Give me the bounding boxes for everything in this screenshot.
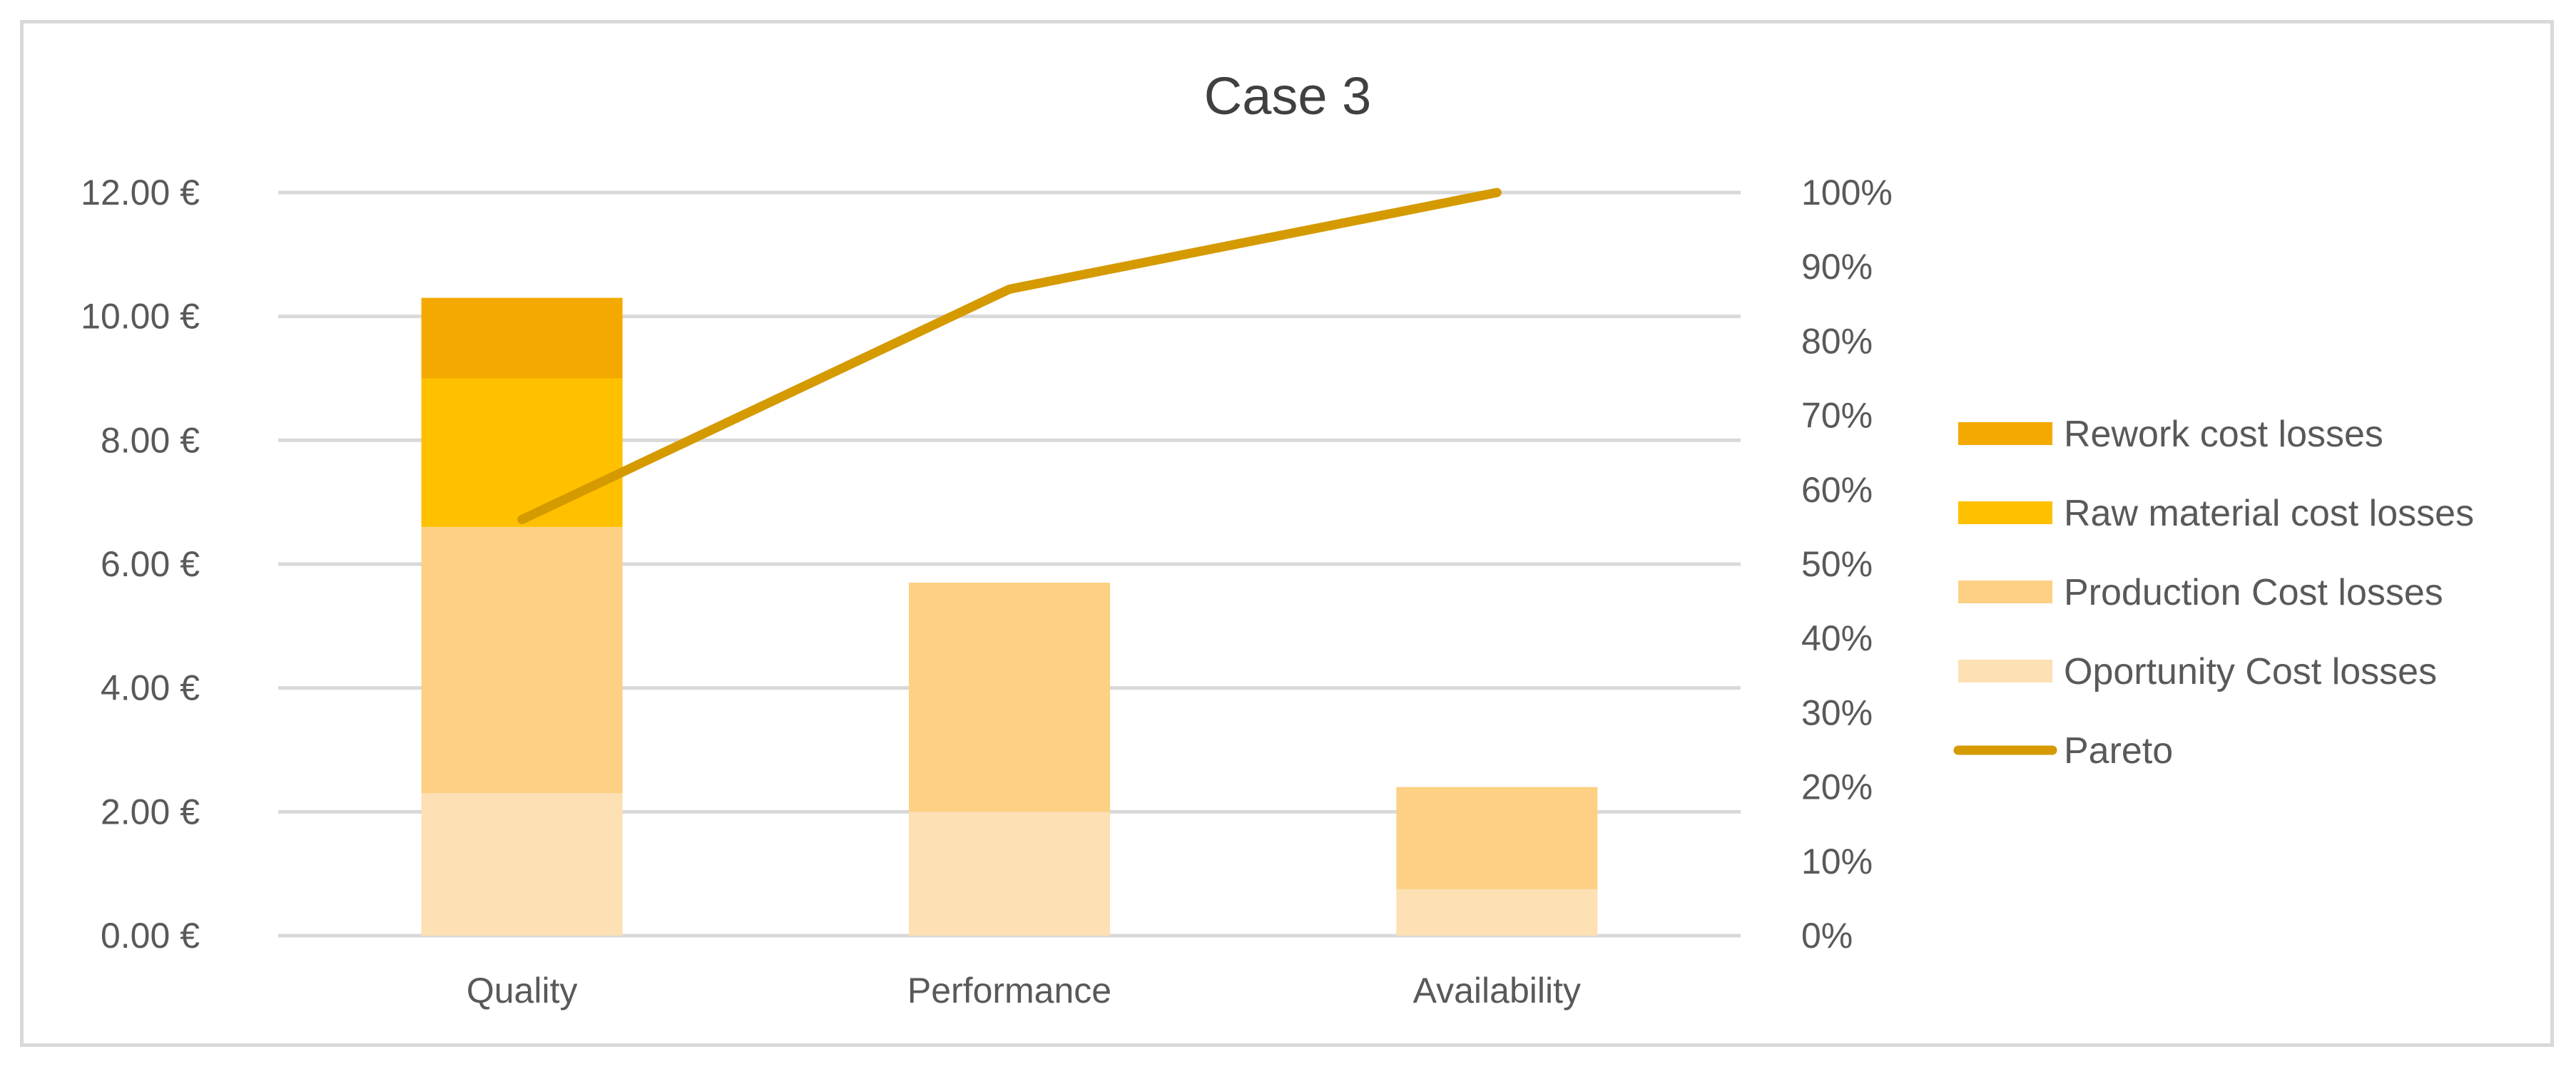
bar-segment (421, 526, 623, 794)
y2-tick-label: 90% (1801, 247, 1873, 287)
legend-label: Oportunity Cost losses (2064, 651, 2437, 692)
legend-swatch (1958, 581, 2052, 603)
y2-tick-label: 60% (1801, 470, 1873, 510)
y-tick-label: 10.00 € (81, 297, 200, 337)
legend: Rework cost losses Raw material cost loss… (1953, 414, 2474, 772)
bar-segment (1396, 889, 1598, 936)
y-tick-label: 2.00 € (101, 792, 200, 832)
y2-tick-label: 20% (1801, 767, 1873, 807)
bar-segment (1396, 787, 1598, 889)
x-tick-label: Performance (907, 971, 1111, 1011)
y2-tick-label: 100% (1801, 173, 1893, 213)
chart-title: Case 3 (1204, 66, 1371, 126)
y2-tick-label: 0% (1801, 916, 1853, 956)
legend-label: Rework cost losses (2064, 414, 2383, 455)
pareto-line-layer (517, 188, 1502, 524)
y-axis-right: 0% 10% 20% 30% 40% 50% 60% 70% 80% 90% 100% (1801, 173, 1893, 956)
legend-label: Pareto (2064, 730, 2173, 772)
y-tick-label: 6.00 € (101, 544, 200, 584)
legend-swatch (1958, 501, 2052, 524)
y-axis-left: 0.00 € 2.00 € 4.00 € 6.00 € 8.00 € 10.00 € 12.… (81, 173, 200, 956)
y2-tick-label: 30% (1801, 692, 1873, 732)
legend-swatch (1958, 660, 2052, 682)
bars (421, 297, 1598, 936)
y-tick-label: 12.00 € (81, 173, 200, 213)
y2-tick-label: 10% (1801, 842, 1873, 881)
bar-segment (421, 793, 623, 936)
y2-tick-label: 40% (1801, 618, 1873, 658)
y-tick-label: 0.00 € (101, 916, 200, 956)
pareto-line (517, 188, 1502, 524)
y2-tick-label: 80% (1801, 321, 1873, 361)
y2-tick-label: 70% (1801, 396, 1873, 436)
bar-segment (909, 812, 1110, 936)
y-tick-label: 8.00 € (101, 420, 200, 460)
bar-segment (421, 378, 623, 527)
legend-label: Raw material cost losses (2064, 493, 2474, 534)
bar-segment (909, 583, 1110, 812)
x-tick-label: Quality (467, 971, 578, 1011)
y2-tick-label: 50% (1801, 544, 1873, 584)
x-axis: Quality Performance Availability (467, 971, 1581, 1011)
bar-segment (421, 297, 623, 379)
x-tick-label: Availability (1413, 971, 1581, 1011)
legend-swatch (1958, 422, 2052, 445)
y-tick-label: 4.00 € (101, 668, 200, 708)
legend-label: Production Cost losses (2064, 572, 2443, 613)
